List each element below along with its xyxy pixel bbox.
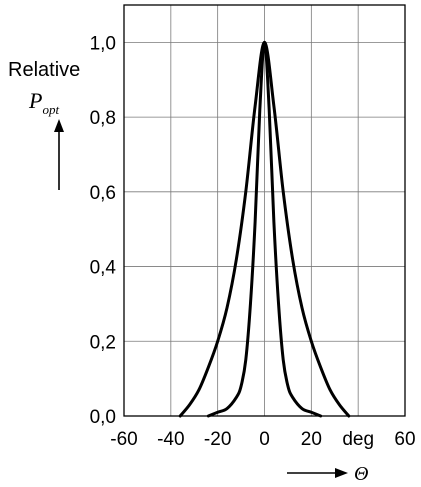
- y-tick-label: 1,0: [90, 33, 116, 54]
- x-axis-label: Θ: [354, 463, 368, 485]
- y-axis-symbol-main: P: [28, 88, 42, 113]
- series-2-line: [206, 40, 323, 418]
- y-tick-label: 0,6: [90, 183, 116, 204]
- x-tick-label: -20: [204, 429, 231, 450]
- y-tick-label: 0,4: [90, 258, 117, 279]
- y-axis-symbol-subscript: opt: [42, 102, 59, 117]
- y-tick-label: 0,0: [90, 407, 116, 428]
- x-tick-labels: -60 -40 -20 0 20 deg 60: [110, 429, 415, 450]
- x-tick-label: 20: [301, 429, 322, 450]
- x-tick-label: 60: [394, 429, 415, 450]
- y-tick-labels: 0,0 0,2 0,4 0,6 0,8 1,0: [90, 33, 117, 428]
- x-tick-label: 0: [259, 429, 270, 450]
- y-axis-label: Relative: [8, 59, 80, 81]
- x-tick-label: deg: [342, 429, 374, 450]
- y-axis-symbol: Popt: [28, 88, 59, 117]
- series-layer: [178, 40, 351, 418]
- y-tick-label: 0,8: [90, 108, 116, 129]
- y-axis-arrow: [54, 119, 64, 190]
- plot-frame: [123, 4, 406, 417]
- grid: [123, 5, 406, 417]
- x-tick-label: -60: [110, 429, 137, 450]
- x-tick-label: -40: [157, 429, 184, 450]
- y-tick-label: 0,2: [90, 332, 116, 353]
- x-axis-arrow: [287, 468, 348, 478]
